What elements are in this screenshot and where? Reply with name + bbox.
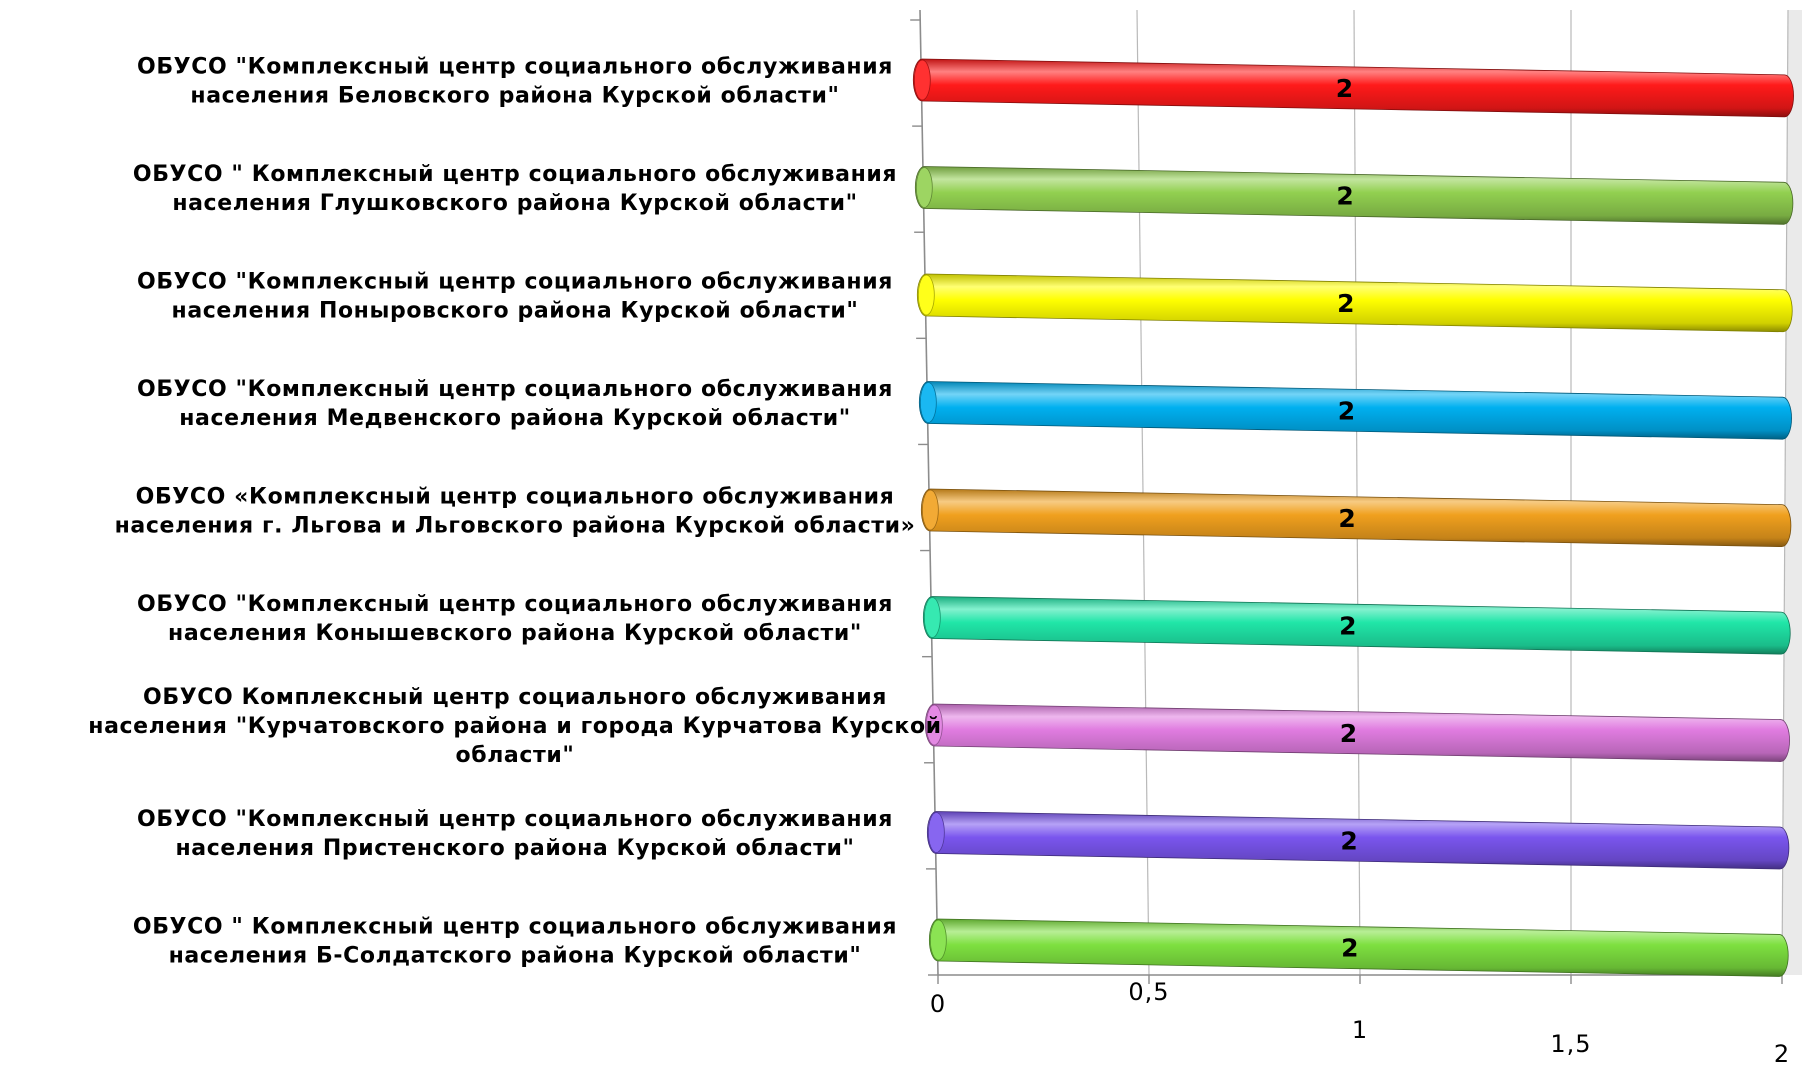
data-label: 2 (1336, 181, 1353, 210)
data-label: 2 (1338, 396, 1355, 425)
data-label: 2 (1340, 719, 1357, 748)
category-label: ОБУСО "Комплексный центр социального обс… (137, 807, 893, 861)
bar-cap (921, 489, 939, 531)
labels: 0 0,5 1 1,5 2 2 2 2 2 2 2 2 2 2 ОБУСО "Комплексный цен… (88, 55, 1790, 1065)
bar-cylinder (914, 166, 1794, 225)
bar-cylinder (922, 596, 1791, 655)
bar-cap (923, 597, 941, 638)
bar-cap (917, 274, 935, 316)
bar-cap (927, 812, 945, 853)
bar-cap (919, 382, 937, 423)
x-gridline (1781, 9, 1789, 976)
x-tick-label: 1,5 (1550, 1030, 1591, 1058)
data-label: 2 (1341, 934, 1358, 963)
category-label: ОБУСО " Комплексный центр социального об… (133, 162, 897, 216)
category-label: ОБУСО «Комплексный центр социального обс… (115, 485, 916, 539)
bar-cylinder (920, 488, 1792, 548)
category-label: ОБУСО "Комплексный центр социального обс… (137, 592, 893, 646)
category-label: ОБУСО " Комплексный центр социального об… (133, 915, 897, 969)
x-gridline (1353, 9, 1361, 976)
category-label: ОБУСО "Комплексный центр социального обс… (137, 55, 893, 109)
axes (910, 19, 1783, 984)
data-label: 2 (1340, 826, 1357, 855)
bar-cylinder (926, 811, 1790, 870)
bar-cap (913, 59, 931, 101)
bar-cylinder (928, 918, 1789, 977)
bar-cylinder (916, 273, 1793, 333)
bar-cap (929, 919, 947, 961)
x-tick-label: 1 (1352, 1016, 1368, 1044)
bar-cylinder (924, 703, 1790, 762)
bars (912, 58, 1794, 977)
category-label: ОБУСО "Комплексный центр социального обс… (137, 270, 893, 324)
data-label: 2 (1339, 611, 1356, 640)
data-label: 2 (1336, 74, 1353, 103)
bar-cap (915, 167, 933, 208)
bar-cylinder (918, 381, 1792, 440)
bar-cap (925, 704, 943, 746)
x-tick-label: 0,5 (1128, 978, 1169, 1006)
bar-cylinder (912, 58, 1794, 118)
data-label: 2 (1337, 289, 1354, 318)
x-tick-label: 2 (1774, 1040, 1790, 1065)
category-label: ОБУСО Комплексный центр социального обсл… (88, 685, 941, 768)
x-tick-label: 0 (930, 990, 946, 1018)
data-label: 2 (1338, 504, 1355, 533)
category-label: ОБУСО "Комплексный центр социального обс… (137, 377, 893, 431)
